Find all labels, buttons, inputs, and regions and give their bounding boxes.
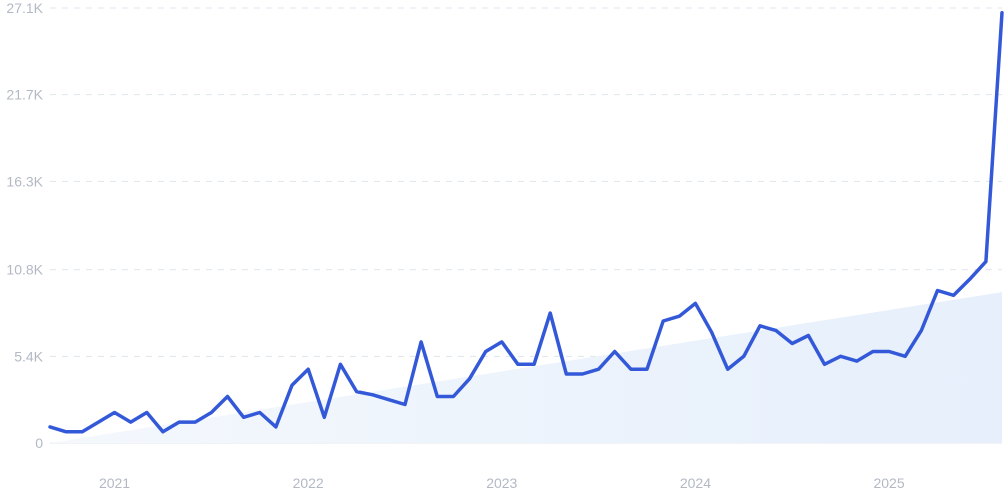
y-tick-label: 27.1K [6, 0, 43, 16]
y-tick-label: 21.7K [6, 87, 43, 103]
x-tick-label: 2023 [486, 475, 517, 491]
x-tick-label: 2022 [293, 475, 324, 491]
y-tick-label: 16.3K [6, 173, 43, 189]
series-layer [48, 11, 1004, 434]
x-tick-label: 2024 [680, 475, 711, 491]
y-tick-label: 10.8K [6, 262, 43, 278]
trend-area [50, 292, 1002, 443]
series-line [48, 11, 1004, 434]
x-tick-label: 2025 [873, 475, 904, 491]
x-tick-label: 2021 [99, 475, 130, 491]
y-axis-ticks: 0 5.4K 10.8K 16.3K 21.7K 27.1K [6, 0, 43, 451]
trend-area-layer [50, 292, 1002, 443]
x-axis-ticks: 2021 2022 2023 2024 2025 [99, 475, 905, 491]
y-tick-label: 5.4K [14, 348, 43, 364]
y-tick-label: 0 [35, 435, 43, 451]
